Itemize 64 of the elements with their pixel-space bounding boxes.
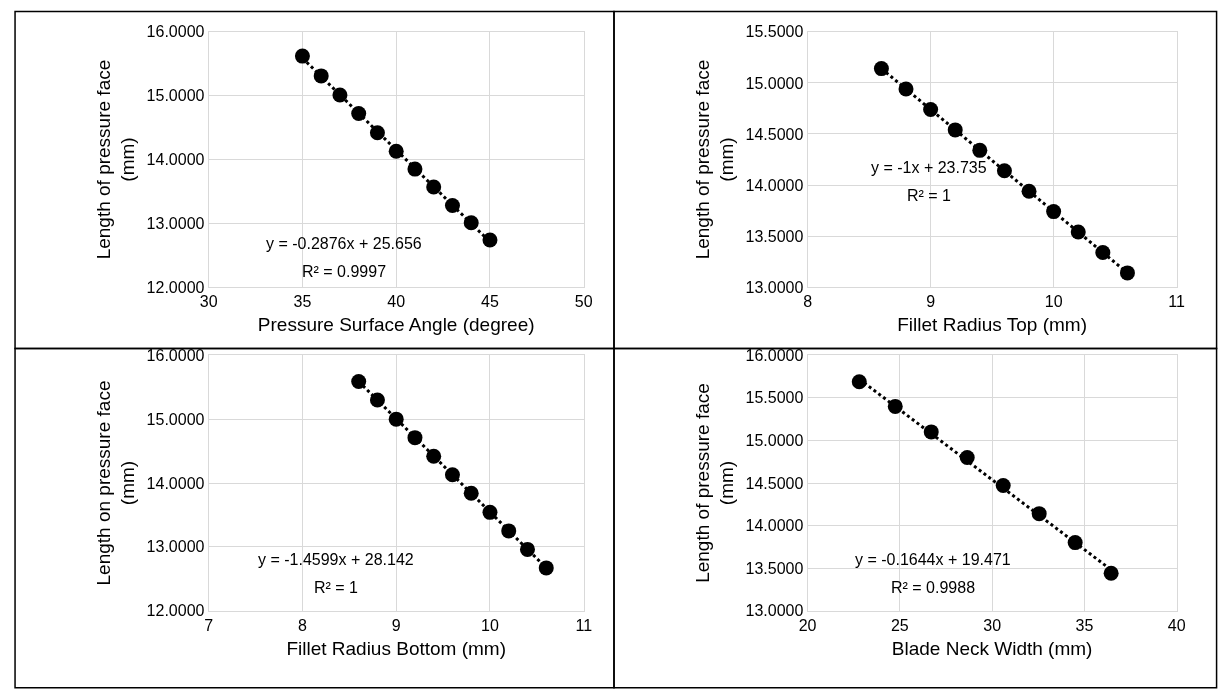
y-tick-label: 15.0000 (146, 410, 205, 428)
y-tick-label: 13.0000 (745, 278, 804, 296)
point (519, 541, 535, 557)
annotation: y = -1.4599x + 28.142 (258, 551, 414, 568)
x-tick-label: 40 (1167, 616, 1186, 634)
y-tick-label: 15.0000 (745, 74, 804, 92)
x-tick-label: 9 (391, 616, 401, 634)
y-axis-title: Length of pressure face (mm) (92, 59, 139, 260)
x-tick-label: 9 (926, 293, 936, 311)
point (538, 560, 554, 576)
y-tick-label: 14.5000 (745, 125, 804, 143)
annotation: y = -0.1644x + 19.471 (855, 551, 1011, 568)
y-tick-label: 16.0000 (146, 23, 205, 41)
y-tick-label: 14.0000 (745, 517, 804, 535)
y-tick-label: 13.0000 (146, 538, 205, 556)
y-axis-title: Length of pressure face (mm) (691, 59, 738, 260)
annotation: R² = 1 (907, 187, 952, 204)
annotation: R² = 0.9997 (302, 263, 387, 280)
x-tick-label: 40 (387, 293, 406, 311)
y-tick-label: 16.0000 (745, 346, 804, 364)
point (294, 48, 310, 64)
y-tick-label: 15.0000 (146, 87, 205, 105)
y-axis-title: Length of pressure face (mm) (691, 383, 738, 583)
x-tick-label: 11 (575, 616, 593, 634)
x-tick-label: 8 (803, 293, 813, 311)
y-axis-title: Length on pressure face (mm) (92, 380, 139, 586)
x-tick-label: 11 (1168, 293, 1186, 311)
x-tick-label: 35 (1075, 616, 1094, 634)
y-tick-label: 16.0000 (146, 346, 205, 364)
y-tick-label: 14.0000 (146, 474, 205, 492)
x-tick-label: 25 (890, 616, 909, 634)
y-tick-label: 14.0000 (745, 176, 804, 194)
x-tick-label: 10 (481, 616, 499, 634)
y-tick-label: 12.0000 (146, 278, 205, 296)
x-tick-label: 7 (204, 616, 214, 634)
y-tick-label: 14.5000 (745, 474, 804, 492)
y-tick-label: 15.5000 (745, 389, 804, 407)
y-tick-label: 15.0000 (745, 432, 804, 450)
x-axis-title: Pressure Surface Angle (degree) (257, 314, 535, 336)
x-tick-label: 8 (297, 616, 307, 634)
y-tick-label: 14.0000 (146, 151, 205, 169)
x-tick-label: 45 (481, 293, 499, 311)
annotation: R² = 0.9988 (891, 579, 976, 596)
y-tick-label: 13.5000 (745, 559, 804, 577)
annotation: y = -1x + 23.735 (871, 159, 987, 176)
x-axis-title: Fillet Radius Bottom (mm) (286, 637, 506, 659)
x-tick-label: 50 (574, 293, 593, 311)
point (1119, 265, 1135, 281)
point (1103, 565, 1119, 581)
y-tick-label: 13.5000 (745, 227, 804, 245)
point (873, 61, 889, 77)
y-tick-label: 15.5000 (745, 23, 804, 41)
annotation: y = -0.2876x + 25.656 (266, 235, 422, 252)
y-tick-label: 12.0000 (146, 602, 205, 620)
y-tick-label: 13.0000 (146, 214, 205, 232)
x-tick-label: 30 (199, 293, 218, 311)
x-tick-label: 10 (1044, 293, 1063, 311)
x-tick-label: 30 (983, 616, 1002, 634)
point (923, 101, 939, 117)
x-axis-title: Blade Neck Width (mm) (891, 637, 1093, 659)
annotation: R² = 1 (314, 579, 359, 596)
x-axis-title: Fillet Radius Top (mm) (897, 314, 1087, 336)
point (351, 373, 367, 389)
x-tick-label: 35 (293, 293, 312, 311)
